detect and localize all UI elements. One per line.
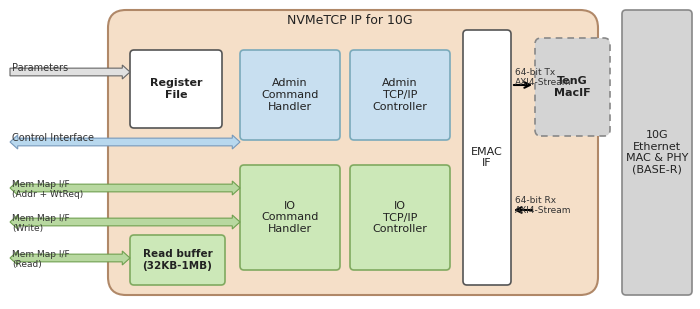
FancyBboxPatch shape: [130, 50, 222, 128]
FancyBboxPatch shape: [535, 38, 610, 136]
Text: Mem Map I/F
(Addr + WtReq): Mem Map I/F (Addr + WtReq): [12, 180, 83, 199]
FancyBboxPatch shape: [622, 10, 692, 295]
Text: Admin
TCP/IP
Controller: Admin TCP/IP Controller: [372, 78, 428, 112]
Polygon shape: [10, 251, 130, 265]
Text: IO
Command
Handler: IO Command Handler: [261, 201, 319, 234]
FancyBboxPatch shape: [108, 10, 598, 295]
Text: Parameters: Parameters: [12, 63, 68, 73]
Polygon shape: [10, 135, 240, 149]
Text: Admin
Command
Handler: Admin Command Handler: [261, 78, 319, 112]
FancyBboxPatch shape: [240, 165, 340, 270]
Text: Control Interface: Control Interface: [12, 133, 94, 143]
FancyBboxPatch shape: [130, 235, 225, 285]
Polygon shape: [10, 181, 240, 195]
Text: 64-bit Tx
AXI4-Stream: 64-bit Tx AXI4-Stream: [515, 68, 571, 87]
Polygon shape: [10, 215, 240, 229]
Text: 64-bit Rx
AXI4-Stream: 64-bit Rx AXI4-Stream: [515, 196, 571, 215]
Text: TenG
MacIF: TenG MacIF: [554, 76, 591, 98]
FancyBboxPatch shape: [350, 50, 450, 140]
Text: EMAC
IF: EMAC IF: [471, 147, 503, 168]
FancyBboxPatch shape: [240, 50, 340, 140]
Text: IO
TCP/IP
Controller: IO TCP/IP Controller: [372, 201, 428, 234]
Text: Mem Map I/F
(Read): Mem Map I/F (Read): [12, 250, 69, 269]
FancyBboxPatch shape: [350, 165, 450, 270]
FancyBboxPatch shape: [463, 30, 511, 285]
Text: NVMeTCP IP for 10G: NVMeTCP IP for 10G: [287, 14, 413, 27]
Text: Read buffer
(32KB-1MB): Read buffer (32KB-1MB): [143, 249, 212, 271]
Text: Mem Map I/F
(Write): Mem Map I/F (Write): [12, 214, 69, 233]
Text: 10G
Ethernet
MAC & PHY
(BASE-R): 10G Ethernet MAC & PHY (BASE-R): [626, 130, 688, 175]
Polygon shape: [10, 65, 130, 79]
Text: Register
File: Register File: [150, 78, 202, 100]
